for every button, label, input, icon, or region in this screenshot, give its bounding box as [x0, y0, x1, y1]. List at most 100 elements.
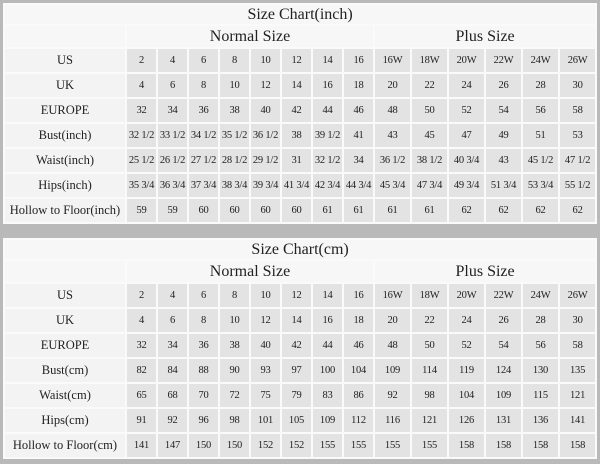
size-cell: 2 [127, 284, 156, 307]
table-row: Hollow to Floor(inch) 59 59 60 60 60 60 61 61 61 6… [5, 199, 596, 222]
size-cell: 36 1/2 [375, 149, 410, 172]
size-cell: 114 [412, 359, 447, 382]
size-cell: 6 [158, 74, 187, 97]
size-cell: 27 1/2 [189, 149, 218, 172]
table-row: Waist(cm) 65 68 70 72 75 79 83 86 92 98 104 109 115 12… [5, 384, 596, 407]
size-cell: 93 [251, 359, 280, 382]
size-cell: 18 [344, 74, 373, 97]
size-cell: 36 3/4 [158, 174, 187, 197]
size-cell: 58 [560, 334, 596, 357]
size-cell: 38 [220, 334, 249, 357]
size-cell: 92 [375, 384, 410, 407]
size-cell: 136 [523, 409, 558, 432]
size-cell: 97 [282, 359, 311, 382]
size-cell: 8 [189, 74, 218, 97]
size-cell: 30 [560, 309, 596, 332]
size-chart-inch-table: Size Chart(inch) Normal Size Plus Size US 2 4… [3, 3, 598, 224]
size-cell: 105 [282, 409, 311, 432]
row-label: Bust(cm) [5, 359, 125, 382]
size-cell: 91 [127, 409, 156, 432]
size-cell: 24W [523, 284, 558, 307]
size-cell: 36 [189, 99, 218, 122]
size-cell: 18W [412, 284, 447, 307]
table-row: US 2 4 6 8 10 12 14 16 16W 18W 20W 22W 24W 26W [5, 284, 596, 307]
title-row: Size Chart(inch) [5, 5, 596, 24]
size-cell: 147 [158, 434, 187, 457]
size-cell: 16 [344, 284, 373, 307]
size-cell: 100 [313, 359, 342, 382]
size-cell: 52 [449, 99, 484, 122]
size-cell: 20 [375, 309, 410, 332]
size-cell: 40 [251, 334, 280, 357]
size-cell: 16W [375, 49, 410, 72]
size-cell: 130 [523, 359, 558, 382]
size-cell: 112 [344, 409, 373, 432]
size-cell: 38 [220, 99, 249, 122]
size-cell: 116 [375, 409, 410, 432]
size-cell: 155 [344, 434, 373, 457]
corner-cell [5, 26, 125, 47]
group-normal-size: Normal Size [127, 26, 373, 47]
size-cell: 42 [282, 334, 311, 357]
row-label: Waist(cm) [5, 384, 125, 407]
size-cell: 131 [486, 409, 521, 432]
size-cell: 98 [412, 384, 447, 407]
size-cell: 18W [412, 49, 447, 72]
size-cell: 121 [412, 409, 447, 432]
size-cell: 88 [189, 359, 218, 382]
size-cell: 47 3/4 [412, 174, 447, 197]
group-plus-size: Plus Size [375, 26, 596, 47]
size-cell: 22W [486, 284, 521, 307]
size-cell: 62 [560, 199, 596, 222]
size-cell: 48 [375, 334, 410, 357]
size-cell: 104 [344, 359, 373, 382]
size-cell: 26 [486, 74, 521, 97]
table-row: EUROPE 32 34 36 38 40 42 44 46 48 50 52 54 56 58 [5, 334, 596, 357]
size-cell: 10 [220, 309, 249, 332]
size-cell: 26 1/2 [158, 149, 187, 172]
size-cell: 155 [412, 434, 447, 457]
row-label: Hips(inch) [5, 174, 125, 197]
size-cell: 75 [251, 384, 280, 407]
row-label: Bust(inch) [5, 124, 125, 147]
size-cell: 33 1/2 [158, 124, 187, 147]
size-cell: 20 [375, 74, 410, 97]
size-cell: 126 [449, 409, 484, 432]
size-cell: 90 [220, 359, 249, 382]
table-row: US 2 4 6 8 10 12 14 16 16W 18W 20W 22W 24W 26W [5, 49, 596, 72]
size-cell: 141 [560, 409, 596, 432]
size-cell: 61 [375, 199, 410, 222]
size-cell: 45 1/2 [523, 149, 558, 172]
size-cell: 34 [158, 334, 187, 357]
table-title: Size Chart(cm) [5, 240, 596, 259]
size-cell: 50 [412, 334, 447, 357]
row-label: UK [5, 309, 125, 332]
size-cell: 135 [560, 359, 596, 382]
table-row: EUROPE 32 34 36 38 40 42 44 46 48 50 52 54 56 58 [5, 99, 596, 122]
size-cell: 31 [282, 149, 311, 172]
size-cell: 45 3/4 [375, 174, 410, 197]
size-cell: 35 1/2 [220, 124, 249, 147]
size-cell: 16 [313, 309, 342, 332]
size-cell: 61 [313, 199, 342, 222]
size-cell: 36 [189, 334, 218, 357]
size-cell: 45 [412, 124, 447, 147]
table-row: Hips(cm) 91 92 96 98 101 105 109 112 116 121 126 131… [5, 409, 596, 432]
size-cell: 26 [486, 309, 521, 332]
size-cell: 86 [344, 384, 373, 407]
group-plus-size: Plus Size [375, 261, 596, 282]
size-cell: 14 [282, 309, 311, 332]
row-label: Hips(cm) [5, 409, 125, 432]
size-cell: 8 [189, 309, 218, 332]
size-cell: 47 [449, 124, 484, 147]
size-cell: 32 [127, 334, 156, 357]
size-cell: 4 [158, 49, 187, 72]
size-cell: 42 3/4 [313, 174, 342, 197]
size-cell: 56 [523, 334, 558, 357]
size-cell: 152 [251, 434, 280, 457]
size-cell: 42 [282, 99, 311, 122]
size-cell: 12 [251, 309, 280, 332]
size-cell: 35 3/4 [127, 174, 156, 197]
size-cell: 22 [412, 309, 447, 332]
size-cell: 124 [486, 359, 521, 382]
